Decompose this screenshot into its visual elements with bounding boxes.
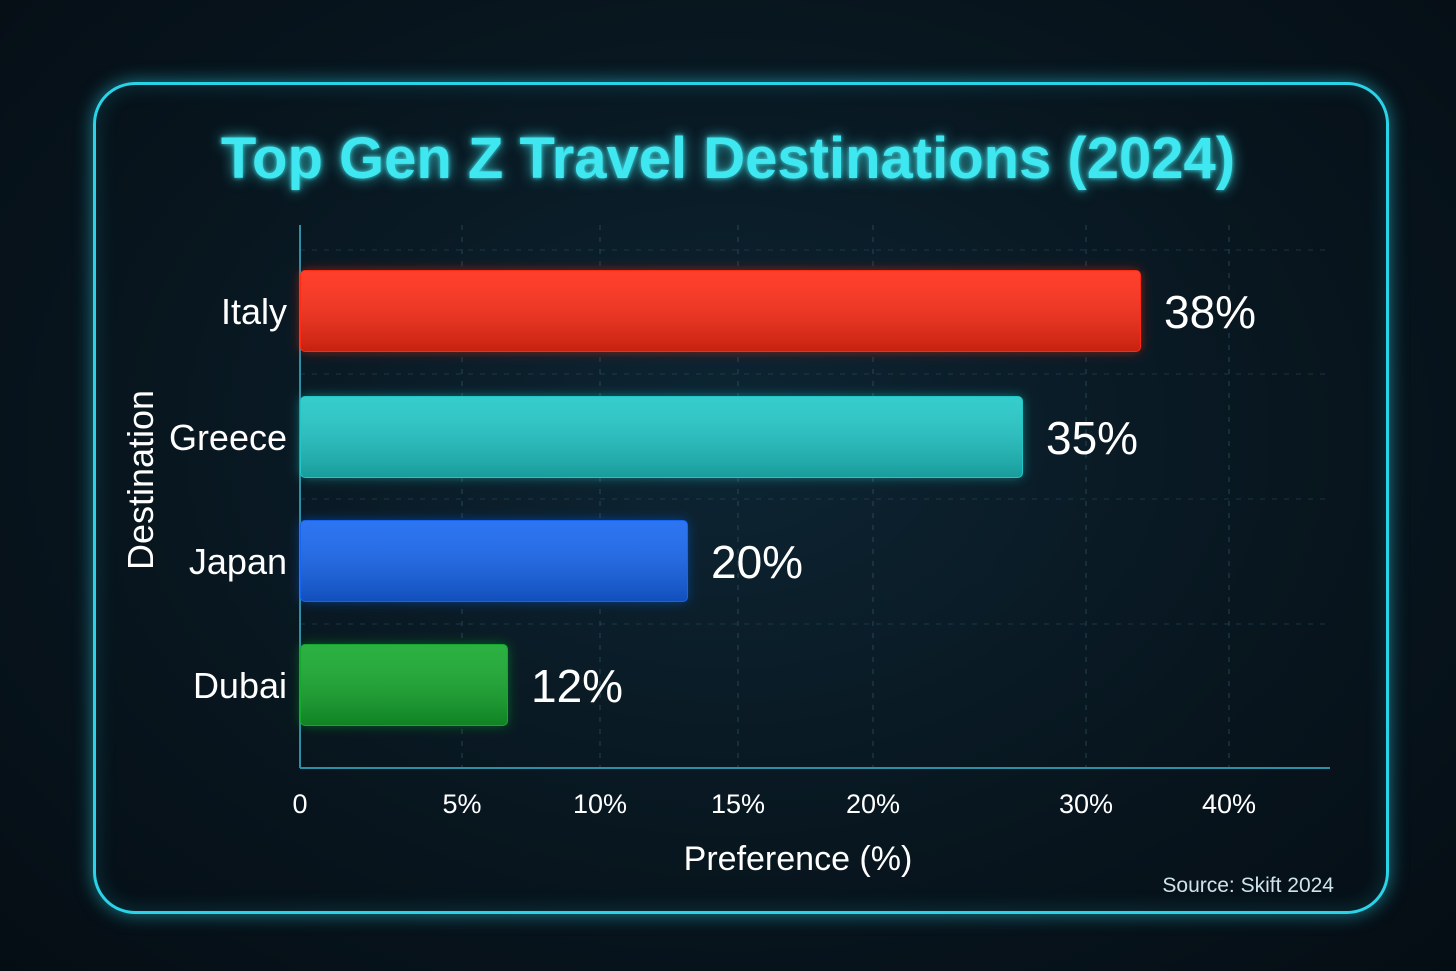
- grid-lines: [300, 225, 1330, 768]
- bar-shade-greece: [301, 397, 1022, 477]
- chart-title: Top Gen Z Travel Destinations (2024): [220, 126, 1236, 191]
- value-label-greece: 35%: [1046, 412, 1138, 464]
- bars: [300, 270, 1141, 726]
- x-axis-label: Preference (%): [684, 840, 913, 878]
- x-tick-label: 0: [292, 789, 307, 819]
- x-tick-label: 30%: [1059, 789, 1113, 819]
- x-tick-label: 15%: [711, 789, 765, 819]
- labels: 0 5% 10% 15% 20% 30% 40% Preference (%) Destinat…: [120, 286, 1256, 878]
- category-label-greece: Greece: [169, 417, 287, 458]
- bar-shade-japan: [301, 521, 687, 601]
- bar-shade-italy: [301, 271, 1140, 351]
- category-label-italy: Italy: [221, 291, 287, 332]
- value-label-dubai: 12%: [531, 660, 623, 712]
- bar-shade-dubai: [301, 645, 507, 725]
- source-note: Source: Skift 2024: [1162, 874, 1334, 897]
- x-tick-label: 20%: [846, 789, 900, 819]
- value-label-japan: 20%: [711, 536, 803, 588]
- x-tick-label: 40%: [1202, 789, 1256, 819]
- category-label-dubai: Dubai: [193, 665, 287, 706]
- value-label-italy: 38%: [1164, 286, 1256, 338]
- y-axis-label: Destination: [120, 390, 161, 570]
- category-label-japan: Japan: [189, 541, 287, 582]
- x-tick-label: 5%: [442, 789, 481, 819]
- x-tick-label: 10%: [573, 789, 627, 819]
